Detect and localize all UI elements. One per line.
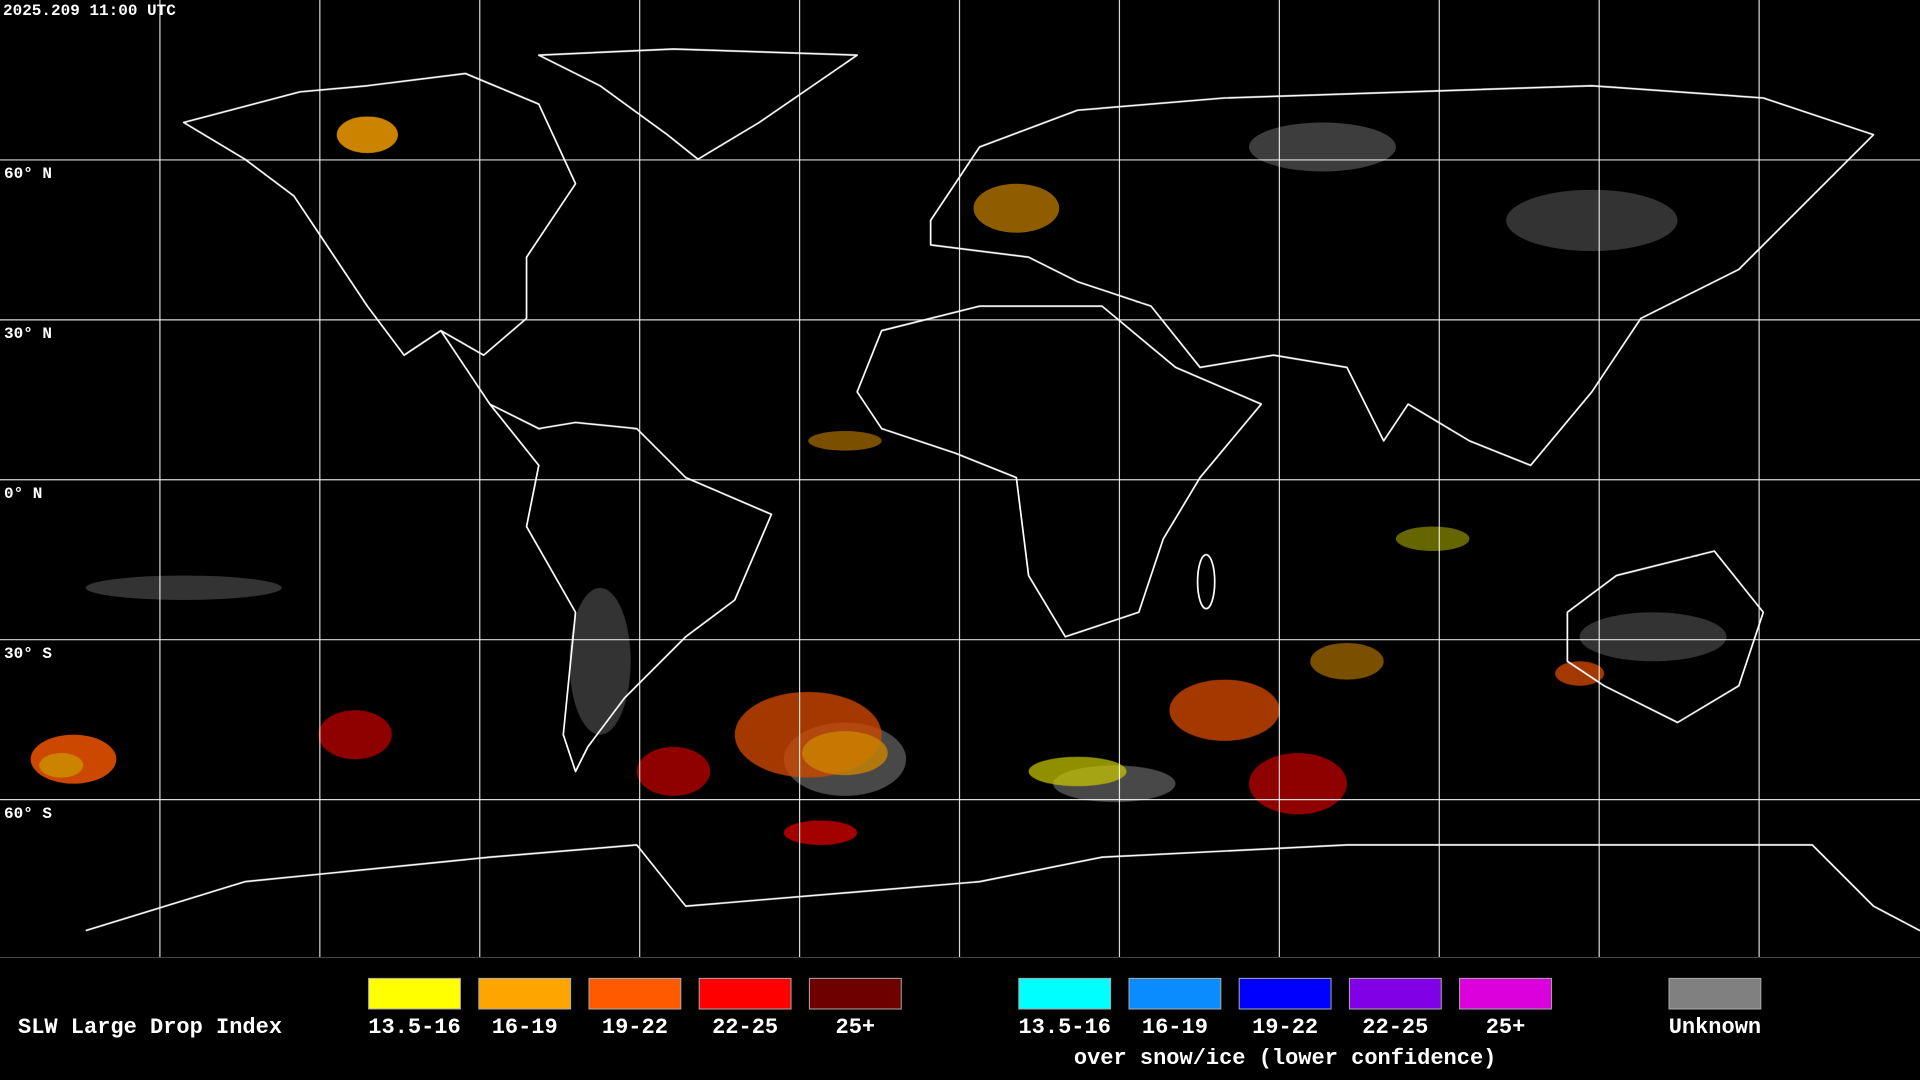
legend-swatch	[808, 977, 902, 1010]
latitude-label: 30° N	[4, 325, 52, 343]
legend-label: 25+	[836, 1015, 876, 1040]
timestamp: 2025.209 11:00 UTC	[3, 2, 176, 20]
legend-swatch	[368, 977, 461, 1010]
legend-swatch	[698, 977, 792, 1010]
legend-title: SLW Large Drop Index	[18, 1015, 282, 1040]
legend-label: 22-25	[1362, 1015, 1428, 1040]
legend-label: 22-25	[712, 1015, 778, 1040]
legend-label: Unknown	[1669, 1015, 1761, 1040]
legend-label: 19-22	[602, 1015, 668, 1040]
legend-swatch	[1128, 977, 1222, 1010]
latitude-label: 60° N	[4, 165, 52, 183]
cloud-field	[30, 116, 1727, 845]
legend-swatch	[1018, 977, 1112, 1010]
legend-label: 13.5-16	[368, 1015, 460, 1040]
legend-label: 16-19	[1142, 1015, 1208, 1040]
latitude-label: 30° S	[4, 645, 52, 663]
latitude-label: 0° N	[4, 485, 42, 503]
legend-swatch	[588, 977, 682, 1010]
legend-label: 25+	[1486, 1015, 1526, 1040]
legend-label: 19-22	[1252, 1015, 1318, 1040]
legend-swatch	[1459, 977, 1552, 1010]
coastlines	[85, 48, 1920, 932]
legend-swatch	[1668, 977, 1762, 1010]
legend: 13.5-16 16-19 19-22 22-25 25+ 13.5-16 16-19 19-…	[368, 977, 1762, 1071]
latitude-label: 60° S	[4, 805, 52, 823]
legend-swatch	[1238, 977, 1332, 1010]
graticule: 60° N 30° N 0° N 30° S 60° S	[0, 0, 1920, 959]
legend-label: 13.5-16	[1018, 1015, 1110, 1040]
legend-swatch	[1348, 977, 1442, 1010]
legend-label: 16-19	[492, 1015, 558, 1040]
legend-caption: over snow/ice (lower confidence)	[1074, 1046, 1496, 1071]
legend-swatch	[478, 977, 572, 1010]
